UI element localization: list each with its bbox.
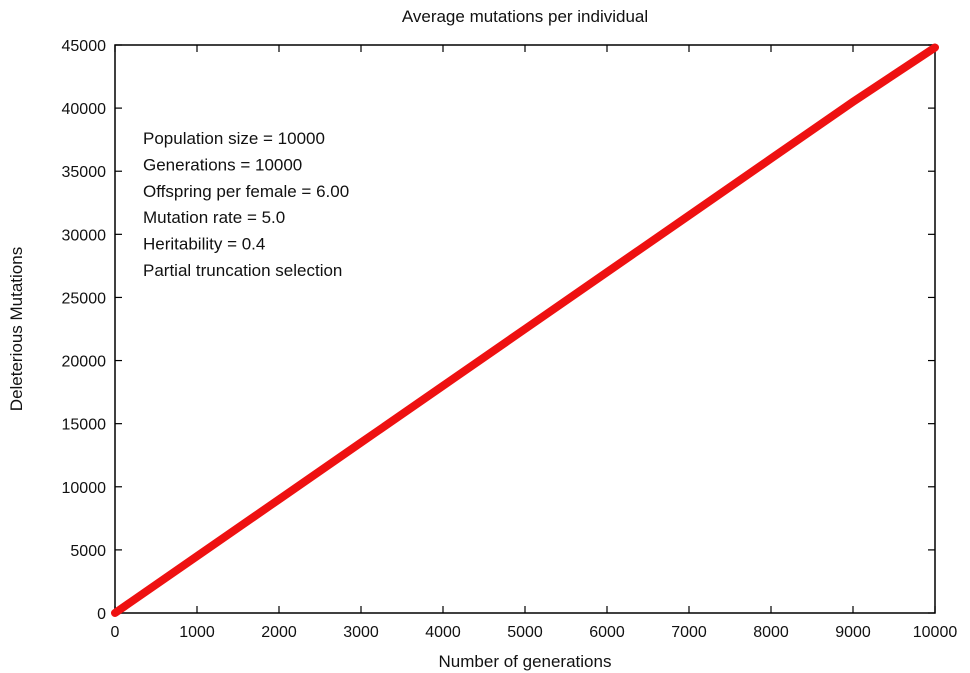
y-axis-title: Deleterious Mutations	[7, 247, 26, 411]
y-tick-label: 5000	[70, 543, 106, 560]
x-axis-title: Number of generations	[439, 652, 612, 671]
annotation-line: Generations = 10000	[143, 155, 302, 174]
y-tick-label: 10000	[62, 480, 107, 497]
x-tick-label: 3000	[343, 624, 379, 641]
x-tick-label: 2000	[261, 624, 297, 641]
x-tick-label: 6000	[589, 624, 625, 641]
x-tick-label: 9000	[835, 624, 871, 641]
annotation-box: Population size = 10000 Generations = 100…	[143, 129, 349, 280]
y-tick-label: 45000	[62, 38, 107, 55]
annotation-line: Offspring per female = 6.00	[143, 182, 349, 201]
y-tick-label: 30000	[62, 227, 107, 244]
x-tick-label: 5000	[507, 624, 543, 641]
x-tick-label: 10000	[913, 624, 958, 641]
y-tick-label: 15000	[62, 417, 107, 434]
y-tick-label: 40000	[62, 101, 107, 118]
y-tick-label: 35000	[62, 164, 107, 181]
x-tick-label: 4000	[425, 624, 461, 641]
x-tick-label: 0	[111, 624, 120, 641]
chart-title: Average mutations per individual	[402, 7, 648, 26]
x-axis: 0 1000 2000 3000 4000 5000 6000 7000 8000 9000 100…	[111, 45, 958, 641]
annotation-line: Mutation rate = 5.0	[143, 208, 285, 227]
annotation-line: Heritability = 0.4	[143, 235, 265, 254]
y-tick-label: 20000	[62, 354, 107, 371]
annotation-line: Population size = 10000	[143, 129, 325, 148]
x-tick-label: 8000	[753, 624, 789, 641]
series-line	[111, 43, 939, 617]
annotation-line: Partial truncation selection	[143, 261, 342, 280]
y-tick-label: 25000	[62, 290, 107, 307]
series-layer	[111, 43, 939, 617]
y-axis: 0 5000 10000 15000 20000 25000 30000 35000 40000…	[62, 38, 935, 623]
x-tick-label: 7000	[671, 624, 707, 641]
y-tick-label: 0	[97, 606, 106, 623]
x-tick-label: 1000	[179, 624, 215, 641]
